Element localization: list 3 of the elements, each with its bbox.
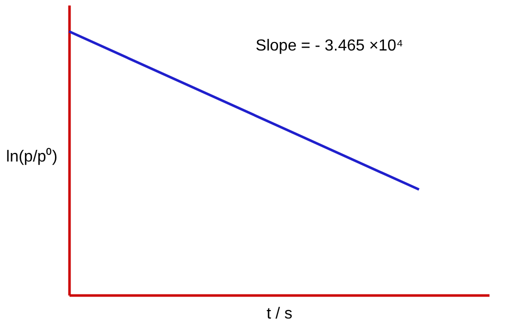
y-axis-title: ln(p/p⁰) — [6, 147, 58, 166]
annotation: Slope = - 3.465 ×10⁴ — [256, 38, 404, 55]
x-axis-title: t / s — [266, 306, 292, 322]
